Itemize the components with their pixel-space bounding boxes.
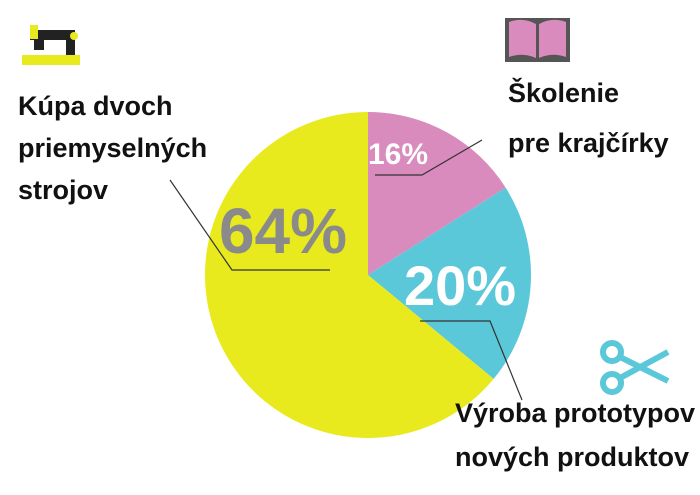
category-label: priemyselných xyxy=(18,133,207,163)
value-label: 64% xyxy=(219,195,347,267)
pie-slice xyxy=(204,112,494,438)
value-label: 20% xyxy=(404,254,516,317)
sewing-machine-icon xyxy=(22,25,80,65)
book-icon xyxy=(505,18,570,62)
pie-slice xyxy=(368,187,531,379)
category-label: strojov xyxy=(18,175,108,205)
scissors-icon xyxy=(600,340,670,395)
category-label: nových produktov xyxy=(455,442,689,472)
leader-line xyxy=(420,320,523,401)
value-label: 16% xyxy=(368,138,428,171)
leader-line xyxy=(169,179,330,271)
pie-slice xyxy=(368,112,506,275)
category-label: Výroba prototypov xyxy=(455,398,695,428)
category-label: Školenie xyxy=(508,77,619,108)
leader-line xyxy=(375,139,483,176)
category-label: pre krajčírky xyxy=(508,128,669,158)
category-label: Kúpa dvoch xyxy=(18,91,173,121)
